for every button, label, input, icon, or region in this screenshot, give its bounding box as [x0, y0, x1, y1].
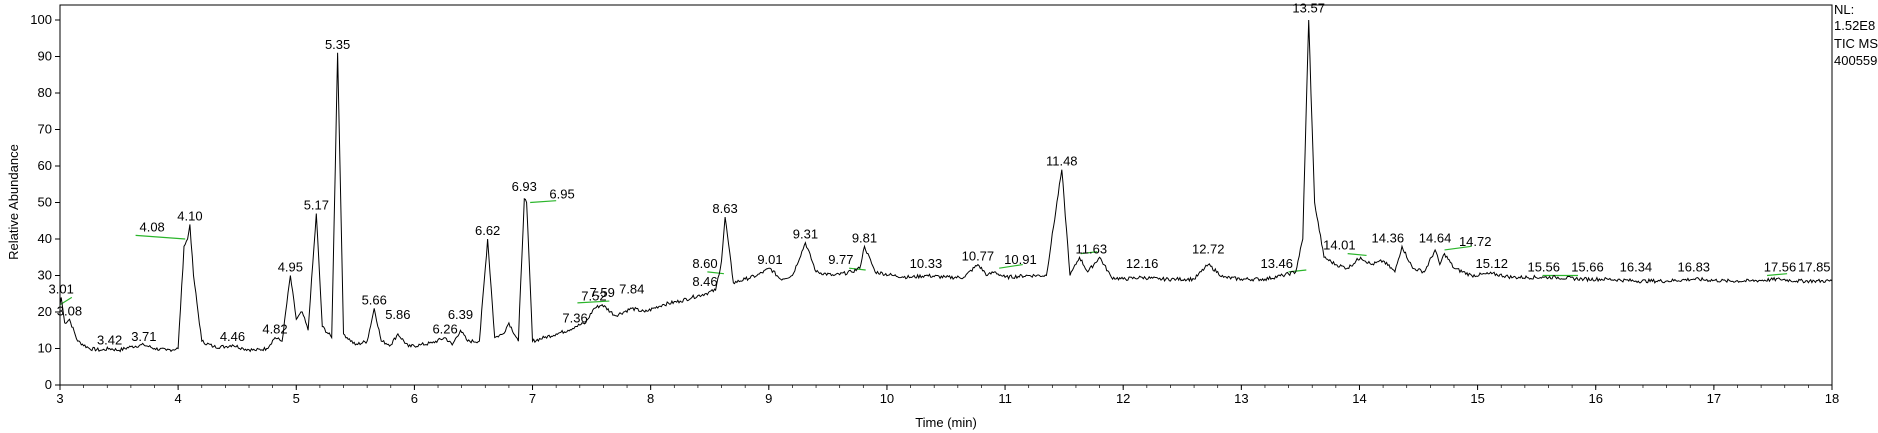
peak-label: 9.81 [852, 230, 877, 245]
peak-label: 3.42 [97, 333, 122, 348]
x-tick-label: 5 [293, 391, 300, 406]
peak-labels: 3.01 3.08 3.42 3.71 4.08 4.10 4.46 4.82 4.95 5.17… [49, 0, 1831, 347]
peak-label: 5.66 [362, 292, 387, 307]
x-tick-label: 12 [1116, 391, 1130, 406]
peak-label: 6.95 [549, 187, 574, 202]
peak-label: 6.62 [475, 223, 500, 238]
y-axis: 0 10 20 30 40 50 60 70 80 90 100 [30, 12, 60, 392]
peak-label: 4.82 [262, 322, 287, 337]
peak-label: 8.60 [692, 256, 717, 271]
x-axis: 3 4 5 6 7 8 9 10 11 12 13 14 15 16 17 18 [56, 385, 1839, 406]
integration-baseline [135, 234, 186, 240]
integration-baseline [1766, 273, 1788, 277]
y-tick-label: 70 [38, 122, 52, 137]
peak-label: 11.63 [1076, 241, 1108, 256]
peak-label: 9.01 [757, 252, 782, 267]
peak-label: 7.59 [590, 285, 615, 300]
y-tick-label: 60 [38, 158, 52, 173]
peak-label: 10.77 [962, 249, 995, 264]
plot-frame [59, 4, 1833, 386]
peak-label: 8.46 [692, 274, 717, 289]
header-line: 1.52E8 [1834, 18, 1875, 33]
integration-baseline [577, 300, 610, 304]
peak-label: 14.36 [1372, 230, 1405, 245]
peak-label: 6.93 [512, 179, 537, 194]
peak-label: 15.56 [1527, 260, 1560, 275]
y-tick-label: 50 [38, 195, 52, 210]
peak-label: 16.34 [1620, 260, 1653, 275]
header-readout: NL: 1.52E8 TIC MS 400559- [1834, 2, 1878, 68]
y-tick-label: 80 [38, 85, 52, 100]
peak-label: 14.64 [1419, 230, 1452, 245]
x-tick-label: 13 [1234, 391, 1248, 406]
peak-label: 7.52 [581, 289, 606, 304]
peak-label: 17.85 [1798, 260, 1831, 275]
y-tick-label: 30 [38, 268, 52, 283]
y-tick-label: 40 [38, 231, 52, 246]
peak-label: 3.71 [131, 329, 156, 344]
peak-label: 5.86 [385, 307, 410, 322]
x-tick-label: 18 [1825, 391, 1839, 406]
integration-baseline [530, 200, 557, 204]
peak-label: 3.01 [49, 281, 74, 296]
integration-baseline [1444, 245, 1472, 251]
x-tick-label: 16 [1588, 391, 1602, 406]
peak-label: 6.39 [448, 307, 473, 322]
integration-baseline [1080, 251, 1098, 255]
y-tick-label: 20 [38, 304, 52, 319]
peak-label: 16.83 [1678, 260, 1711, 275]
peak-label: 14.01 [1323, 238, 1356, 253]
peak-label: 4.10 [177, 208, 202, 223]
header-line: NL: [1834, 2, 1854, 17]
y-tick-label: 90 [38, 49, 52, 64]
peak-label: 5.35 [325, 37, 350, 52]
peak-label: 14.72 [1459, 234, 1492, 249]
peak-label: 5.17 [304, 197, 329, 212]
peak-label: 10.33 [910, 256, 943, 271]
x-tick-label: 9 [765, 391, 772, 406]
peak-label: 13.46 [1260, 256, 1293, 271]
peak-label: 7.36 [562, 311, 587, 326]
x-tick-label: 14 [1352, 391, 1366, 406]
integration-baseline [707, 271, 724, 275]
y-tick-label: 10 [38, 341, 52, 356]
peak-label: 12.72 [1192, 241, 1225, 256]
y-tick-label: 0 [45, 377, 52, 392]
peak-label: 4.08 [139, 219, 164, 234]
peak-label: 12.16 [1126, 256, 1159, 271]
peak-label: 15.66 [1571, 260, 1604, 275]
peak-label: 8.63 [712, 201, 737, 216]
tic-trace [59, 19, 1833, 353]
x-tick-label: 8 [647, 391, 654, 406]
x-tick-label: 17 [1707, 391, 1721, 406]
peak-label: 17.56 [1764, 260, 1797, 275]
y-axis-title: Relative Abundance [6, 144, 21, 260]
header-line: 400559- [1834, 53, 1878, 68]
x-axis-title: Time (min) [915, 415, 977, 430]
peak-label: 7.84 [619, 281, 644, 296]
header-line: TIC MS [1834, 36, 1878, 51]
x-tick-label: 3 [56, 391, 63, 406]
integration-baseline [999, 263, 1023, 269]
x-tick-label: 4 [175, 391, 182, 406]
peak-label: 6.26 [432, 322, 457, 337]
peak-label: 3.08 [57, 303, 82, 318]
peak-label: 4.46 [220, 329, 245, 344]
peak-label: 4.95 [278, 260, 303, 275]
peak-label: 15.12 [1476, 256, 1509, 271]
integration-baseline [1347, 253, 1367, 257]
x-tick-label: 11 [998, 391, 1012, 406]
peak-label: 10.91 [1004, 252, 1037, 267]
y-tick-label: 100 [30, 12, 52, 27]
peak-label: 9.31 [793, 227, 818, 242]
peak-label: 13.57 [1292, 0, 1325, 15]
x-tick-label: 10 [880, 391, 894, 406]
peak-label: 9.77 [828, 252, 853, 267]
x-tick-label: 7 [529, 391, 536, 406]
x-tick-label: 6 [411, 391, 418, 406]
x-tick-label: 15 [1470, 391, 1484, 406]
peak-label: 11.48 [1046, 154, 1078, 169]
